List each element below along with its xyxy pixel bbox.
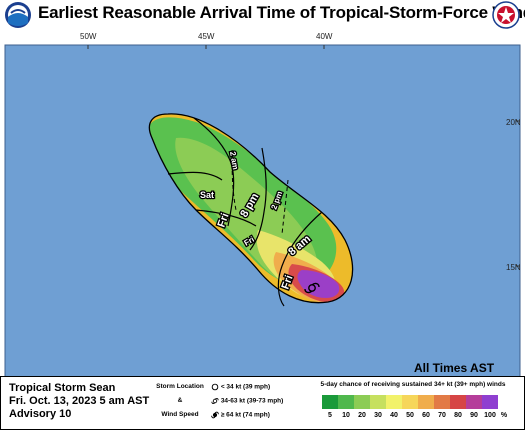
scale-cell-90 [466,395,482,409]
scale-label-60: 60 [422,412,430,419]
dashed-isochrones [231,149,289,235]
noaa-logo [5,2,31,28]
lon-label-50w: 50W [80,32,97,41]
symbol-row-high: ≥ 64 kt (74 mph) [211,411,270,419]
probability-scale-labels: 5 10 20 30 40 50 60 70 80 90 100% [322,412,507,422]
scale-cell-20 [354,395,370,409]
time-label-fri-3: Fri [280,274,296,291]
probability-scale [322,395,498,409]
lon-label-45w: 45W [198,32,215,41]
scale-label-10: 10 [342,412,350,419]
symbol-legend: Storm Location & Wind Speed < 34 kt (39 … [153,381,303,427]
scale-cell-80 [450,395,466,409]
scale-label-100: 100 [484,412,496,419]
map: Sat 2 am Fri 8 pm 2 pm Fri 8 am Fri 50W … [0,30,525,381]
lat-label-20n: 20N [506,118,521,127]
symbol-row-low-label: < 34 kt (39 mph) [220,383,271,391]
header: Earliest Reasonable Arrival Time of Trop… [0,0,525,30]
scale-label-20: 20 [358,412,366,419]
scale-cell-70 [434,395,450,409]
storm-name: Tropical Storm Sean [9,382,116,394]
hurricane-icon [211,411,219,419]
symbol-row-low: < 34 kt (39 mph) [211,383,270,391]
symbol-label-amp: & [177,397,183,404]
symbol-label-wind-speed: Wind Speed [161,411,199,418]
storm-advisory: Advisory 10 [9,408,72,420]
nws-logo [492,1,520,29]
scale-label-80: 80 [454,412,462,419]
scale-cell-60 [418,395,434,409]
scale-label-70: 70 [438,412,446,419]
time-label-sat: Sat [200,190,214,200]
depression-icon [211,383,219,391]
scale-label-5: 5 [328,412,332,419]
page-title: Earliest Reasonable Arrival Time of Trop… [38,3,525,22]
storm-info: Tropical Storm Sean Fri. Oct. 13, 2023 5… [5,379,149,425]
scale-unit: % [500,412,508,419]
all-times-note: All Times AST [414,361,495,375]
lon-label-40w: 40W [316,32,333,41]
scale-label-50: 50 [406,412,414,419]
lat-ticks [516,120,520,267]
time-label-fri-1: Fri [216,212,232,229]
probability-title: 5-day chance of receiving sustained 34+ … [320,381,506,388]
scale-cell-30 [370,395,386,409]
scale-label-40: 40 [390,412,398,419]
probability-legend: 5-day chance of receiving sustained 34+ … [306,381,520,425]
scale-cell-100 [482,395,498,409]
scale-cell-50 [402,395,418,409]
lon-ticks [87,45,325,49]
legend: Tropical Storm Sean Fri. Oct. 13, 2023 5… [0,376,525,430]
symbol-label-location: Storm Location [156,383,204,390]
symbol-row-mid-label: 34-63 kt (39-73 mph) [220,397,284,405]
isochrone-lines [167,117,323,307]
scale-label-30: 30 [374,412,382,419]
storm-date: Fri. Oct. 13, 2023 5 am AST [9,395,150,407]
symbol-row-mid: 34-63 kt (39-73 mph) [211,397,283,405]
scale-cell-10 [338,395,354,409]
tropical-storm-icon [304,282,320,294]
lat-label-15n: 15N [506,263,521,272]
scale-label-90: 90 [470,412,478,419]
storm-symbol-icon [211,398,219,404]
scale-cell-5 [322,395,338,409]
symbol-row-high-label: ≥ 64 kt (74 mph) [220,411,270,419]
scale-cell-40 [386,395,402,409]
map-canvas: Sat 2 am Fri 8 pm 2 pm Fri 8 am Fri [4,44,521,381]
